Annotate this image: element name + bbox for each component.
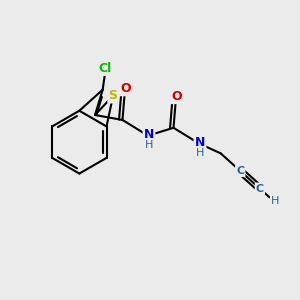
Text: H: H (270, 196, 279, 206)
Text: N: N (144, 128, 154, 141)
Text: N: N (195, 136, 205, 149)
Text: C: C (236, 166, 244, 176)
Text: H: H (145, 140, 153, 151)
Text: H: H (196, 148, 204, 158)
Text: O: O (120, 82, 131, 95)
Text: S: S (109, 89, 118, 102)
Text: O: O (171, 90, 182, 103)
Text: Cl: Cl (98, 61, 111, 75)
Text: C: C (256, 184, 264, 194)
